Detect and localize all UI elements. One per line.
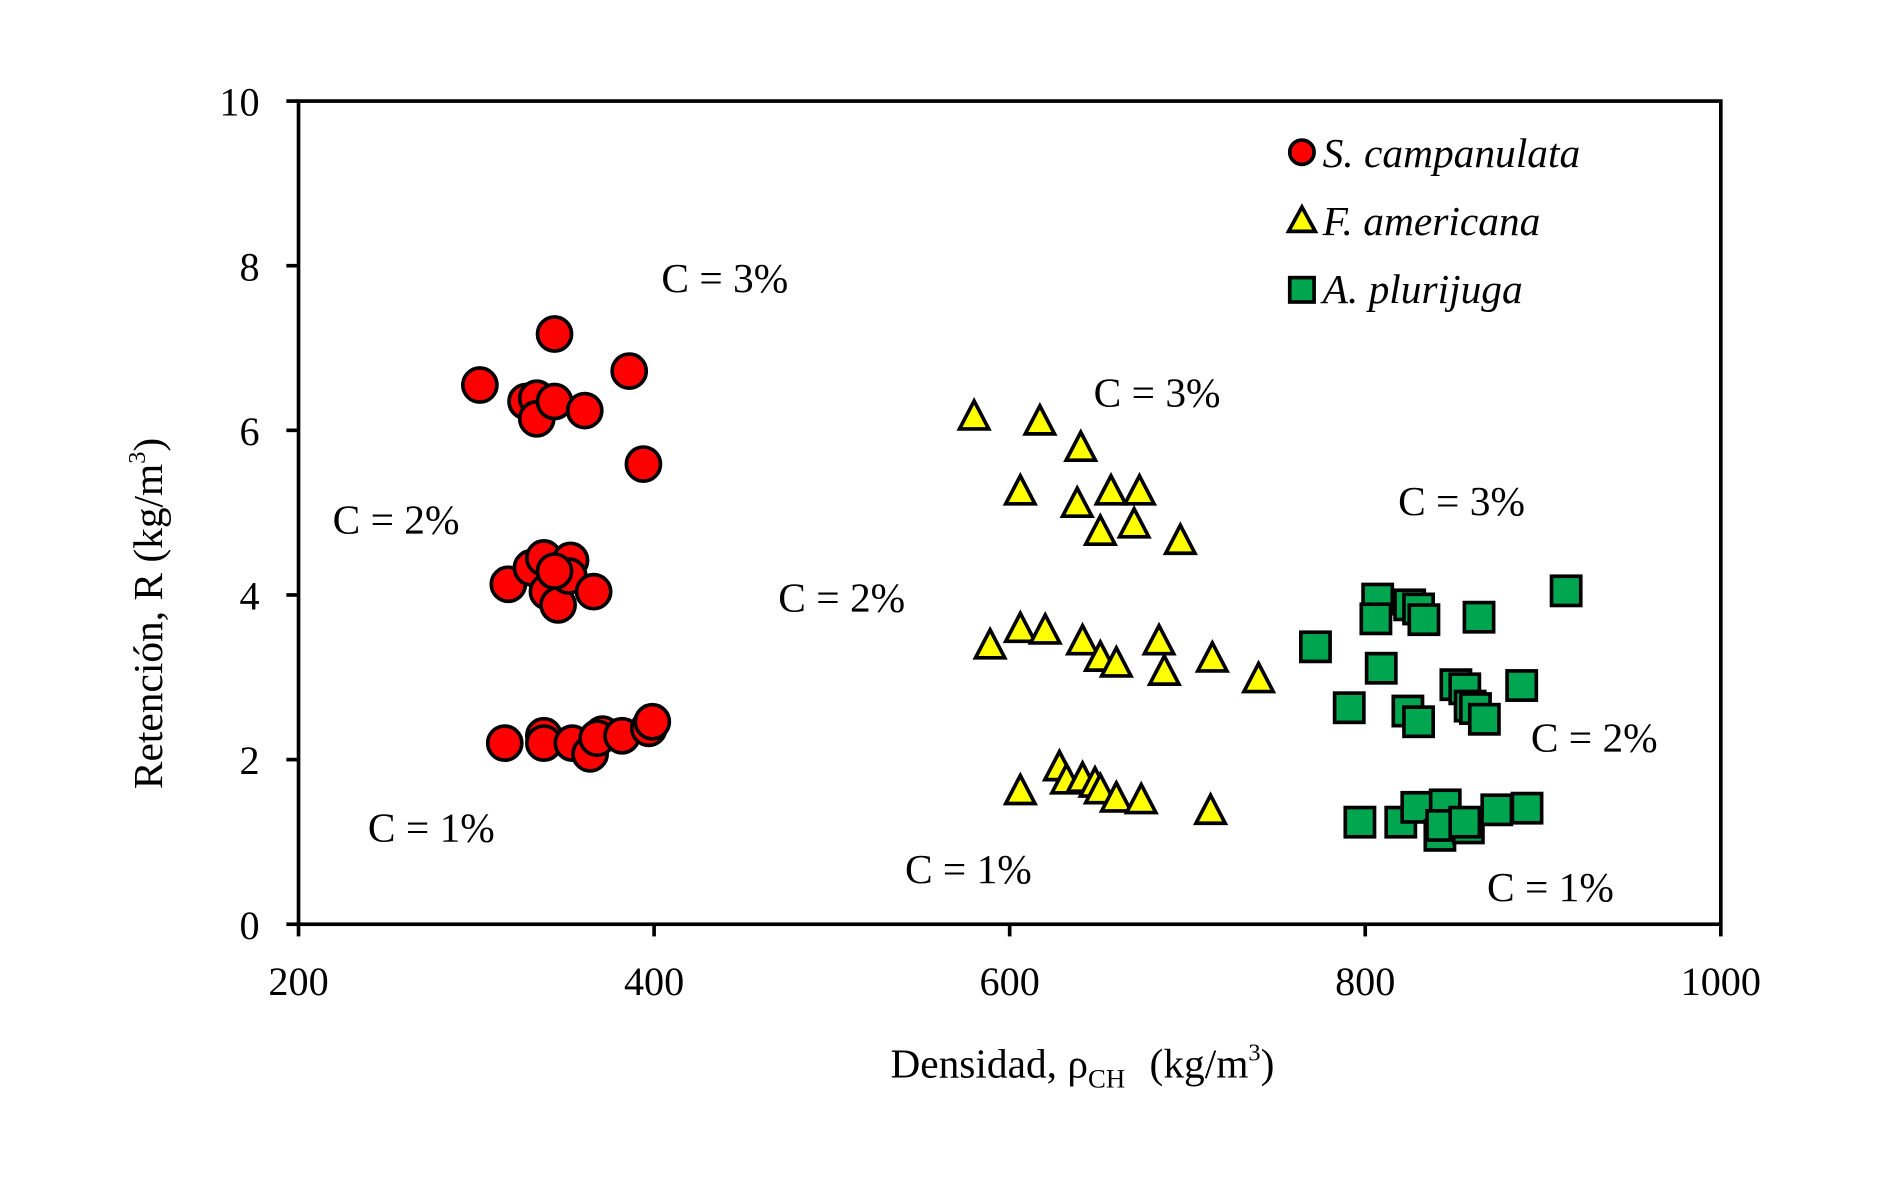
point-triangle (1063, 428, 1099, 463)
point-circle (624, 445, 663, 483)
point-triangle (1146, 652, 1182, 686)
x-axis-label: Densidad, ρCH (kg/m3) (890, 1040, 1274, 1094)
point-square (1549, 574, 1583, 608)
point-triangle (1093, 471, 1129, 506)
annotation-plurijuga-1: C = 1% (1487, 864, 1614, 910)
point-square (1332, 691, 1366, 725)
y-axis-label: Retención, R (kg/m3) (124, 438, 172, 789)
axis-ticks: 200 400 600 800 1000 0 2 4 6 8 10 (219, 80, 1761, 1004)
legend-label-campanulata: S. campanulata (1323, 130, 1581, 176)
point-triangle (1141, 621, 1177, 656)
point-square (1343, 805, 1377, 839)
y-tick-label: 2 (239, 738, 259, 783)
legend-marker-circle (1287, 138, 1316, 167)
y-tick-label: 10 (219, 80, 259, 125)
y-tick-label: 4 (239, 574, 259, 619)
annotation-americana-1: C = 1% (905, 846, 1032, 892)
point-square (1448, 805, 1482, 839)
point-triangle (1064, 621, 1101, 656)
point-triangle (1192, 791, 1229, 826)
point-triangle (1002, 471, 1038, 506)
annotation-americana-3: C = 3% (1094, 370, 1221, 416)
point-circle (485, 724, 524, 763)
point-square (1480, 793, 1514, 827)
annotation-campanulata-1: C = 1% (368, 804, 495, 850)
point-triangle (1022, 401, 1058, 436)
point-triangle (1027, 611, 1063, 645)
point-triangle (1002, 771, 1038, 806)
legend-marker-triangle (1285, 203, 1319, 234)
point-triangle (1162, 521, 1198, 556)
legend-label-americana: F. americana (1322, 198, 1541, 244)
point-triangle (956, 396, 992, 431)
annotation-americana-2: C = 2% (778, 574, 905, 620)
plot-area (296, 99, 1723, 927)
annotation-plurijuga-3: C = 3% (1398, 478, 1525, 524)
y-tick-label: 8 (239, 244, 259, 289)
point-square (1364, 651, 1398, 685)
point-square (1462, 600, 1496, 634)
y-tick-label: 0 (239, 903, 259, 948)
point-square (1299, 630, 1332, 664)
x-tick-label: 600 (980, 959, 1040, 1004)
x-tick-label: 200 (268, 959, 328, 1004)
x-tick-label: 400 (624, 959, 684, 1004)
point-triangle (972, 625, 1008, 660)
annotation-plurijuga-2: C = 2% (1531, 714, 1658, 760)
annotation-campanulata-3: C = 3% (661, 255, 788, 301)
point-circle (535, 315, 574, 353)
point-triangle (1121, 471, 1158, 506)
point-circle (535, 552, 574, 590)
legend: S. campanulata F. americana A. plurijuga (1285, 130, 1581, 312)
point-triangle (1002, 609, 1038, 644)
point-triangle (1123, 780, 1159, 815)
point-circle (574, 572, 613, 611)
point-triangle (1194, 639, 1230, 673)
data-points (460, 315, 1583, 852)
point-triangle (1240, 659, 1277, 694)
legend-label-plurijuga: A. plurijuga (1320, 266, 1523, 312)
point-circle (565, 391, 604, 430)
point-square (1467, 702, 1501, 736)
point-triangle (1059, 484, 1095, 519)
y-tick-label: 6 (239, 409, 259, 454)
point-square (1505, 669, 1539, 702)
point-square (1402, 705, 1436, 739)
point-triangle (1116, 504, 1152, 539)
point-square (1359, 602, 1393, 636)
point-circle (633, 702, 672, 741)
annotation-campanulata-2: C = 2% (333, 496, 460, 542)
point-triangle (1082, 512, 1118, 547)
point-triangle (1098, 778, 1134, 813)
point-circle (610, 352, 649, 390)
point-square (1407, 603, 1441, 637)
legend-marker-square (1287, 275, 1316, 304)
point-circle (460, 366, 499, 404)
point-triangle (1098, 643, 1134, 678)
x-tick-label: 1000 (1681, 959, 1761, 1004)
point-square (1510, 791, 1544, 825)
x-tick-label: 800 (1335, 959, 1395, 1004)
